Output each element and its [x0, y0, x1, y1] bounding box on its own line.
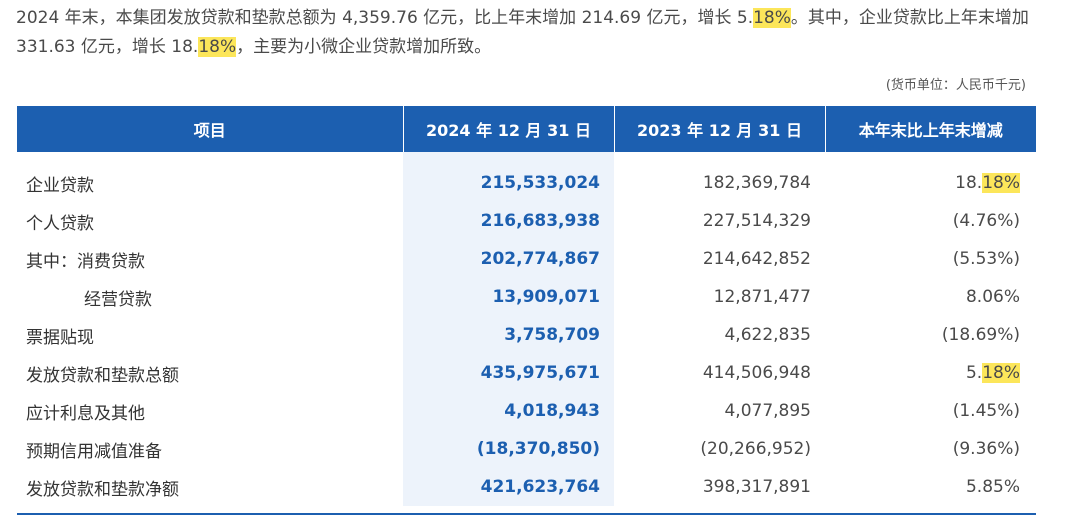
- value-2023: 398,317,891: [702, 477, 811, 497]
- value-change: 8.06%: [965, 287, 1020, 307]
- value-2023: 214,642,852: [702, 249, 811, 269]
- value-2024: 216,683,938: [403, 202, 614, 240]
- value-change: 5.85%: [965, 477, 1020, 497]
- value-2024: 202,774,867: [403, 240, 614, 278]
- value-2024: 13,909,071: [403, 278, 614, 316]
- value-2024: 421,623,764: [403, 468, 614, 506]
- table-row: 应计利息及其他 4,018,943 4,077,895 (1.45%): [17, 392, 1036, 430]
- table-row: 发放贷款和垫款净额 421,623,764 398,317,891 5.85%: [17, 468, 1036, 506]
- value-2024: 4,018,943: [403, 392, 614, 430]
- highlight-1: 18%: [753, 8, 791, 28]
- value-change: (5.53%): [952, 249, 1020, 269]
- para-text-3: ，主要为小微企业贷款增加所致。: [236, 37, 492, 57]
- table-row: 企业贷款 215,533,024 182,369,784 18.18%: [17, 152, 1036, 202]
- row-label: 票据贴现: [26, 327, 94, 348]
- table-row: 票据贴现 3,758,709 4,622,835 (18.69%): [17, 316, 1036, 354]
- row-label: 企业贷款: [26, 175, 94, 196]
- table-header-row: 项目 2024 年 12 月 31 日 2023 年 12 月 31 日 本年末…: [17, 106, 1036, 152]
- intro-paragraph: 2024 年末，本集团发放贷款和垫款总额为 4,359.76 亿元，比上年末增加…: [16, 4, 1066, 62]
- highlight-2: 18%: [198, 37, 237, 57]
- value-2023: 182,369,784: [702, 173, 811, 193]
- value-2024: (18,370,850): [403, 430, 614, 468]
- value-2024: 215,533,024: [403, 152, 614, 202]
- row-label: 发放贷款和垫款净额: [26, 479, 179, 500]
- change-highlight: 18%: [982, 173, 1020, 193]
- header-change: 本年末比上年末增减: [824, 106, 1036, 152]
- table-row: 个人贷款 216,683,938 227,514,329 (4.76%): [17, 202, 1036, 240]
- value-change: (18.69%): [941, 325, 1020, 345]
- table-row: 预期信用减值准备 (18,370,850) (20,266,952) (9.36…: [17, 430, 1036, 468]
- value-change: 18.18%: [955, 173, 1020, 193]
- currency-unit-note: (货币单位：人民币千元): [885, 78, 1026, 93]
- row-label: 个人贷款: [26, 213, 94, 234]
- para-text-1: 2024 年末，本集团发放贷款和垫款总额为 4,359.76 亿元，比上年末增加…: [16, 8, 754, 28]
- row-label: 发放贷款和垫款总额: [26, 365, 179, 386]
- change-highlight: 18%: [982, 363, 1020, 383]
- row-label: 其中：消费贷款: [26, 251, 145, 272]
- table-row: 发放贷款和垫款总额 435,975,671 414,506,948 5.18%: [17, 354, 1036, 392]
- value-change: 5.18%: [965, 363, 1020, 383]
- table-row: 经营贷款 13,909,071 12,871,477 8.06%: [17, 278, 1036, 316]
- para-text-2: 。其中，企业贷款比上年末增加 331.63 亿元，增长 18.: [16, 8, 1029, 57]
- row-label: 经营贷款: [84, 289, 152, 310]
- loans-table: 项目 2024 年 12 月 31 日 2023 年 12 月 31 日 本年末…: [17, 106, 1036, 506]
- value-change: (9.36%): [952, 439, 1020, 459]
- value-2024: 3,758,709: [403, 316, 614, 354]
- value-2023: (20,266,952): [700, 439, 811, 459]
- table-row: 其中：消费贷款 202,774,867 214,642,852 (5.53%): [17, 240, 1036, 278]
- value-2023: 4,622,835: [724, 325, 811, 345]
- header-item: 项目: [17, 106, 403, 152]
- row-label: 应计利息及其他: [26, 403, 145, 424]
- value-2023: 414,506,948: [702, 363, 811, 383]
- table-bottom-rule: [17, 513, 1036, 515]
- header-2023: 2023 年 12 月 31 日: [613, 106, 825, 152]
- value-2024: 435,975,671: [403, 354, 614, 392]
- row-label: 预期信用减值准备: [26, 441, 162, 462]
- value-2023: 4,077,895: [724, 401, 811, 421]
- header-2024: 2024 年 12 月 31 日: [402, 106, 614, 152]
- value-change: (1.45%): [952, 401, 1020, 421]
- value-change: (4.76%): [952, 211, 1020, 231]
- value-2023: 12,871,477: [713, 287, 811, 307]
- value-2023: 227,514,329: [702, 211, 811, 231]
